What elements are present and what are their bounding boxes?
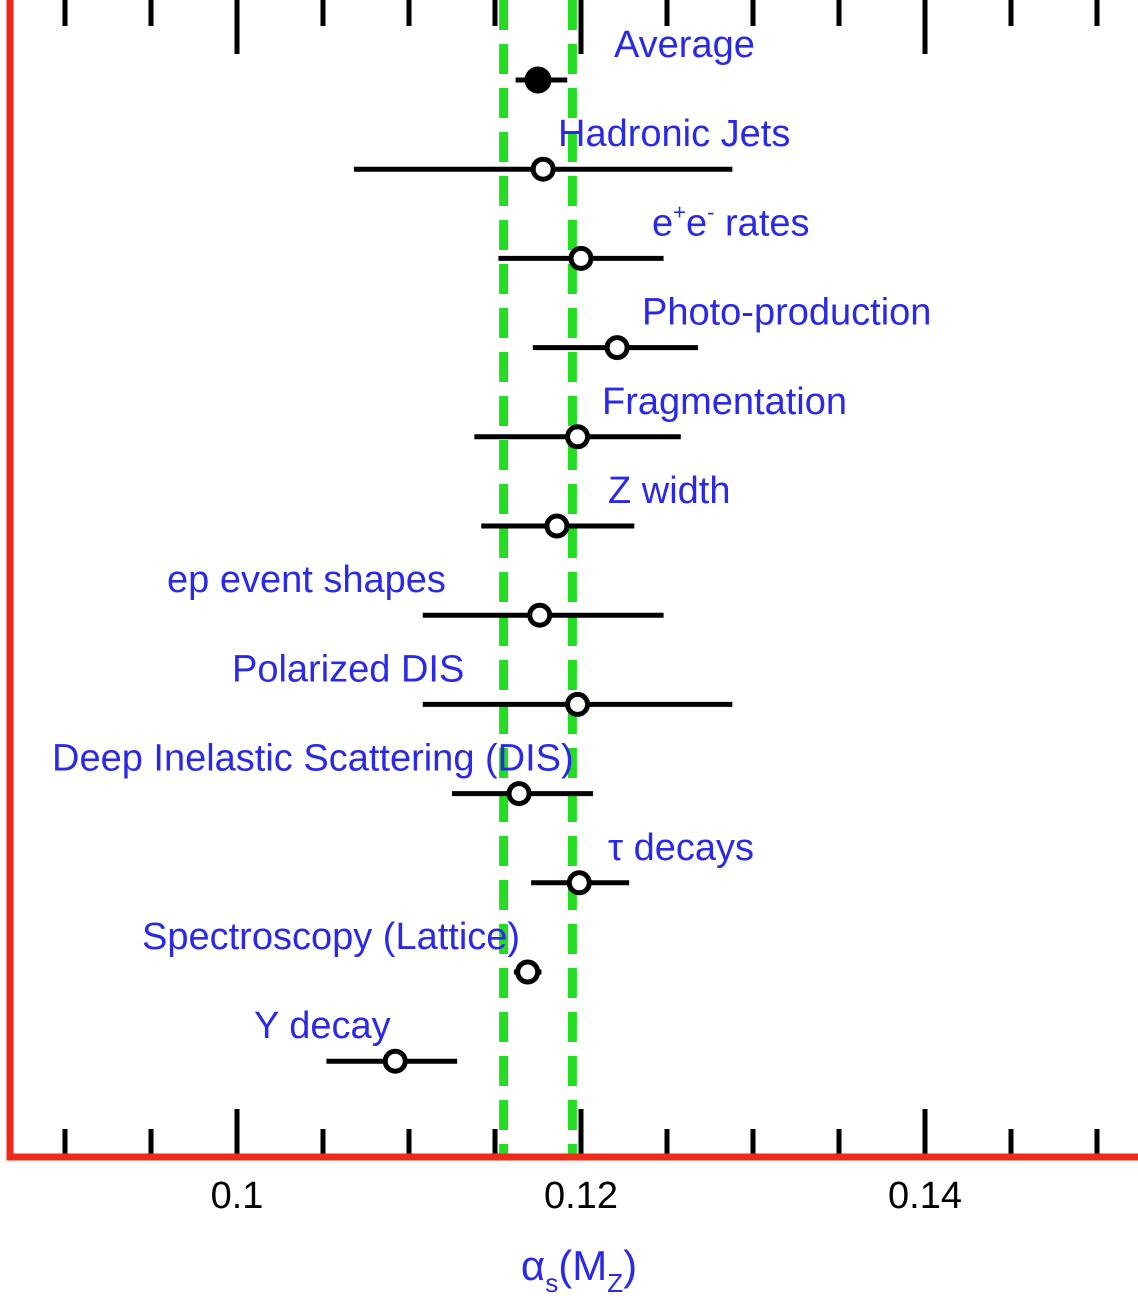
x-tick-label: 0.1 (211, 1175, 264, 1217)
measurement-row: Z width (481, 470, 730, 539)
measurement-row: Polarized DIS (232, 648, 733, 717)
x-tick-label: 0.12 (544, 1175, 618, 1217)
measurement-label: e+e- rates (652, 199, 810, 244)
measurement-row: e+e- rates (498, 199, 810, 271)
measurement-marker (604, 335, 630, 361)
measurement-row: Υ decay (254, 1005, 458, 1074)
measurement-label: Υ decay (254, 1005, 391, 1047)
measurement-marker (544, 513, 570, 539)
measurement-row: Photo-production (532, 292, 931, 361)
measurement-row: Average (515, 24, 755, 94)
measurement-marker (568, 245, 594, 271)
measurement-row: Hadronic Jets (353, 113, 790, 182)
measurements: Average Hadronic Jets e+e- rates Photo-prod… (52, 24, 931, 1074)
x-tick-labels: 0.1 0.12 0.14 (211, 1175, 962, 1217)
measurement-marker (565, 424, 591, 450)
x-axis-title: αs(MZ) (521, 1242, 637, 1298)
measurement-label: Z width (608, 470, 730, 512)
measurement-marker (565, 691, 591, 717)
measurement-label: Photo-production (642, 292, 931, 334)
measurement-row: Deep Inelastic Scattering (DIS) (52, 738, 594, 807)
average-marker (524, 66, 552, 94)
measurement-label: τ decays (608, 827, 754, 869)
axis-ticks (62, 0, 1100, 1155)
measurement-label: Fragmentation (602, 381, 847, 423)
measurement-marker (527, 602, 553, 628)
measurement-label: Hadronic Jets (558, 113, 790, 155)
measurement-marker (506, 781, 532, 807)
measurement-label: Average (614, 24, 755, 66)
measurement-row: Fragmentation (474, 381, 847, 450)
plot-frame (6, 0, 1138, 1161)
measurement-label: Spectroscopy (Lattice) (142, 916, 520, 958)
average-band (499, 0, 577, 1155)
measurement-row: τ decays (531, 827, 754, 896)
x-tick-label: 0.14 (888, 1175, 962, 1217)
measurement-marker (530, 156, 556, 182)
measurement-row: Spectroscopy (Lattice) (142, 916, 542, 985)
measurement-row: ep event shapes (167, 559, 664, 628)
measurement-label: Polarized DIS (232, 648, 464, 690)
measurement-marker (515, 959, 541, 985)
measurement-label: ep event shapes (167, 559, 446, 601)
measurement-marker (566, 870, 592, 896)
measurement-label: Deep Inelastic Scattering (DIS) (52, 738, 574, 780)
measurement-marker (382, 1048, 408, 1074)
